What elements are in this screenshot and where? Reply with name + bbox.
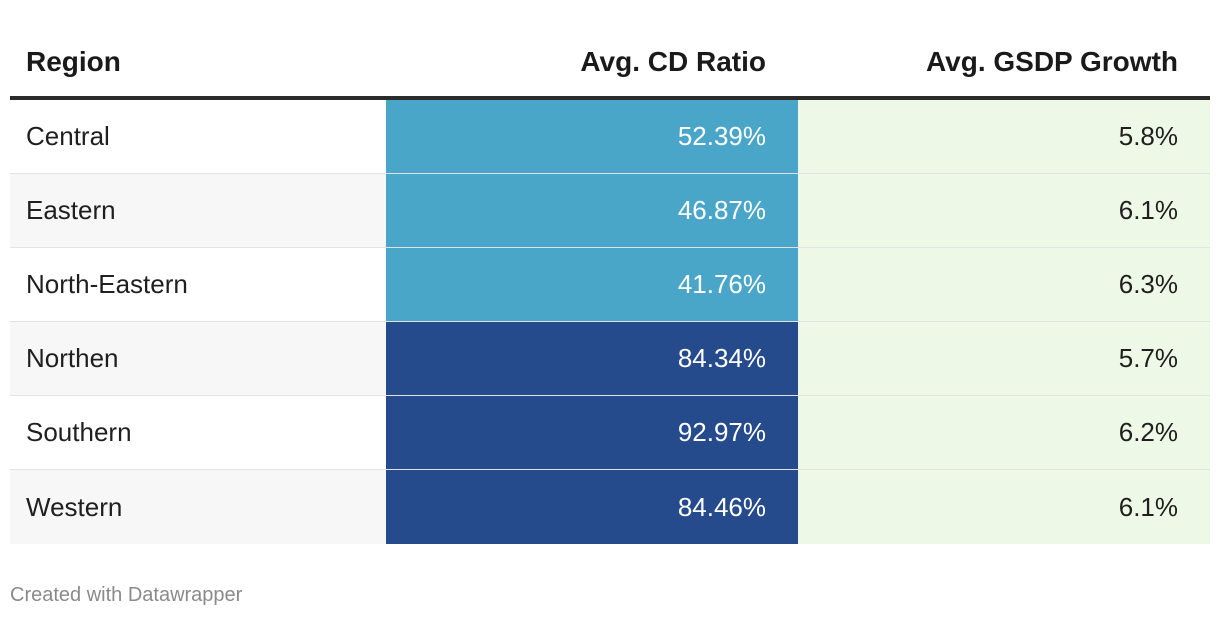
table-row: Southern 92.97% 6.2%: [10, 396, 1210, 470]
table-row: Central 52.39% 5.8%: [10, 100, 1210, 174]
cell-gsdp-growth: 5.8%: [798, 100, 1210, 173]
table-row: North-Eastern 41.76% 6.3%: [10, 248, 1210, 322]
cell-gsdp-growth: 6.2%: [798, 396, 1210, 469]
cell-region: Eastern: [10, 174, 386, 247]
footer-credit[interactable]: Created with Datawrapper: [10, 584, 243, 606]
cell-cd-ratio: 41.76%: [386, 248, 798, 321]
header-cd-ratio[interactable]: Avg. CD Ratio: [580, 46, 766, 77]
table-row: Northen 84.34% 5.7%: [10, 322, 1210, 396]
table-body: Central 52.39% 5.8% Eastern 46.87% 6.1% North-…: [10, 100, 1210, 544]
data-table: Region Avg. CD Ratio Avg. GSDP Growth Ce…: [10, 28, 1210, 544]
cell-gsdp-growth: 6.3%: [798, 248, 1210, 321]
cell-gsdp-growth: 5.7%: [798, 322, 1210, 395]
table-row: Eastern 46.87% 6.1%: [10, 174, 1210, 248]
cell-cd-ratio: 84.34%: [386, 322, 798, 395]
table-header: Region Avg. CD Ratio Avg. GSDP Growth: [10, 28, 1210, 100]
cell-cd-ratio: 46.87%: [386, 174, 798, 247]
table-row: Western 84.46% 6.1%: [10, 470, 1210, 544]
header-gsdp-growth[interactable]: Avg. GSDP Growth: [925, 46, 1178, 77]
cell-cd-ratio: 52.39%: [386, 100, 798, 173]
cell-gsdp-growth: 6.1%: [798, 174, 1210, 247]
cell-gsdp-growth: 6.1%: [798, 470, 1210, 544]
cell-cd-ratio: 92.97%: [386, 396, 798, 469]
cell-region: Western: [10, 470, 386, 544]
cell-cd-ratio: 84.46%: [386, 470, 798, 544]
cell-region: North-Eastern: [26, 269, 188, 299]
cell-region: Southern: [26, 417, 132, 447]
cell-region: Northen: [10, 322, 386, 395]
header-region[interactable]: Region: [26, 46, 121, 77]
cell-region: Central: [26, 121, 110, 151]
